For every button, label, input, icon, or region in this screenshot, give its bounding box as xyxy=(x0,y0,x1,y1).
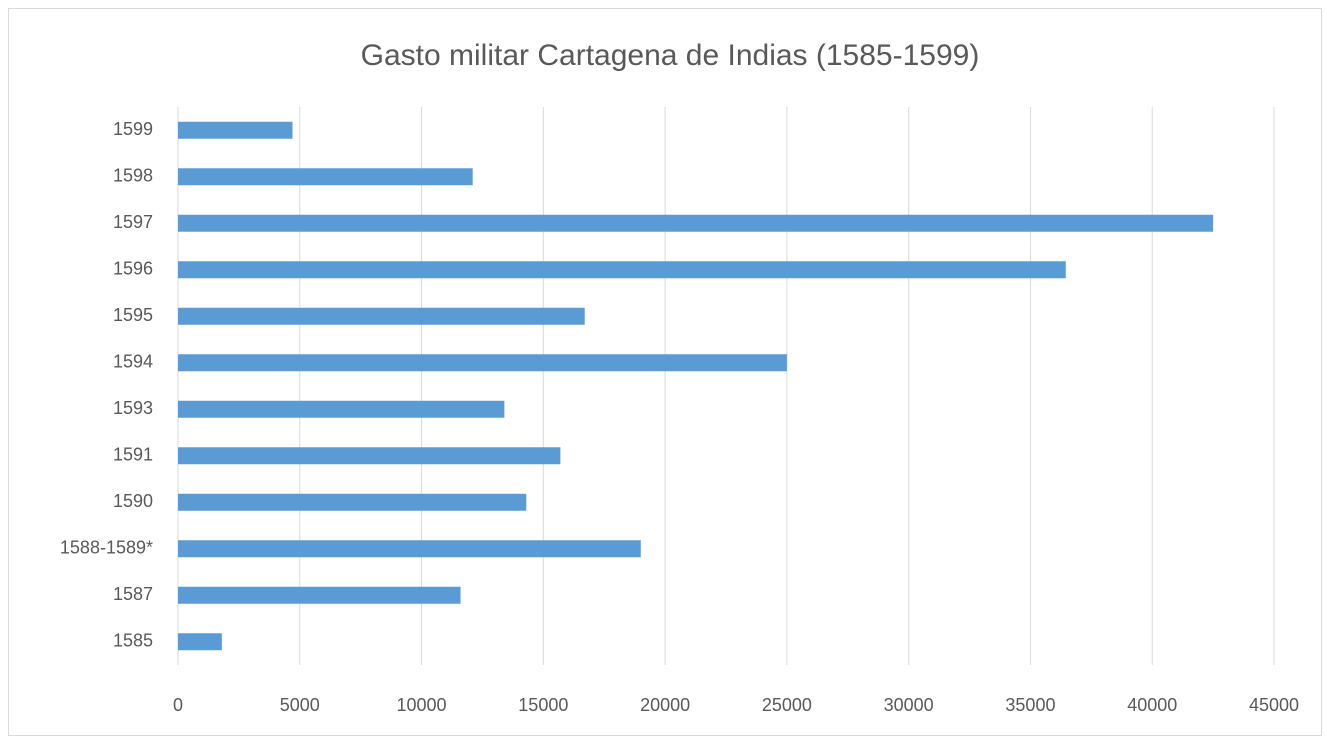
y-tick-label: 1595 xyxy=(113,305,153,325)
y-tick-label: 1594 xyxy=(113,352,153,372)
y-tick-label: 1598 xyxy=(113,166,153,186)
y-tick-label: 1591 xyxy=(113,445,153,465)
bar xyxy=(178,354,787,372)
y-tick-label: 1596 xyxy=(113,259,153,279)
bar xyxy=(178,540,641,558)
chart-title: Gasto militar Cartagena de Indias (1585-… xyxy=(361,39,980,72)
bar xyxy=(178,400,505,418)
x-tick-label: 5000 xyxy=(280,695,320,715)
bar xyxy=(178,493,527,511)
bar xyxy=(178,261,1066,279)
y-tick-label: 1593 xyxy=(113,398,153,418)
x-tick-label: 30000 xyxy=(884,695,934,715)
y-tick-label: 1599 xyxy=(113,119,153,139)
x-tick-label: 35000 xyxy=(1005,695,1055,715)
bar xyxy=(178,586,461,604)
x-tick-label: 40000 xyxy=(1127,695,1177,715)
bar xyxy=(178,121,293,139)
y-tick-label: 1585 xyxy=(113,631,153,651)
x-tick-label: 0 xyxy=(173,695,183,715)
y-tick-label: 1590 xyxy=(113,491,153,511)
bar xyxy=(178,307,585,325)
bar xyxy=(178,168,473,186)
bar xyxy=(178,633,222,651)
x-tick-label: 45000 xyxy=(1249,695,1299,715)
x-tick-label: 15000 xyxy=(518,695,568,715)
y-tick-label: 1597 xyxy=(113,212,153,232)
y-tick-label: 1588-1589* xyxy=(60,538,153,558)
y-tick-label: 1587 xyxy=(113,584,153,604)
bar xyxy=(178,214,1214,232)
x-tick-label: 20000 xyxy=(640,695,690,715)
x-tick-label: 25000 xyxy=(762,695,812,715)
x-tick-label: 10000 xyxy=(397,695,447,715)
bar xyxy=(178,447,561,465)
